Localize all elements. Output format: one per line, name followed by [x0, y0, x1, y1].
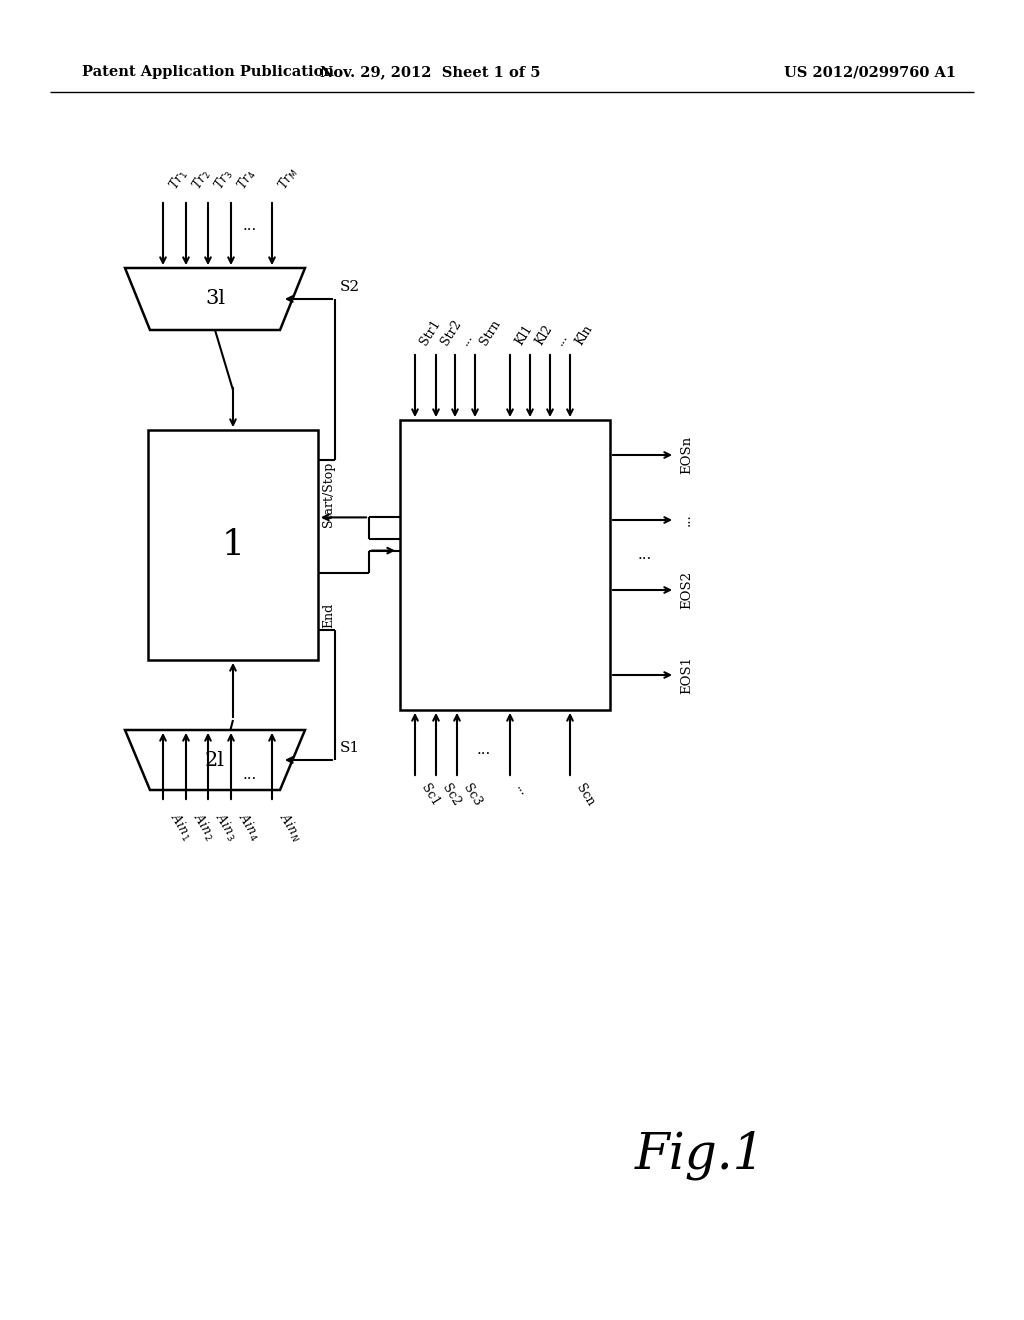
Text: Tr$_3$: Tr$_3$ — [211, 166, 236, 193]
Text: Ain$_4$: Ain$_4$ — [234, 810, 263, 843]
Text: ...: ... — [553, 331, 570, 348]
Text: Sc3: Sc3 — [460, 781, 483, 809]
Text: EOS1: EOS1 — [680, 656, 693, 694]
Text: Str2: Str2 — [439, 318, 465, 348]
Text: Sc2: Sc2 — [439, 781, 463, 809]
Polygon shape — [125, 268, 305, 330]
Text: Strn: Strn — [478, 318, 504, 348]
Text: S2: S2 — [340, 280, 360, 294]
Text: Kln: Kln — [573, 323, 595, 348]
Text: 2l: 2l — [205, 751, 225, 770]
Bar — [148, 430, 318, 660]
Text: Start/Stop: Start/Stop — [322, 462, 335, 528]
Text: ...: ... — [458, 331, 475, 348]
Text: EOS2: EOS2 — [680, 572, 693, 609]
Text: Scn: Scn — [573, 781, 596, 809]
Text: Tr$_M$: Tr$_M$ — [275, 164, 301, 193]
Text: Kl2: Kl2 — [534, 323, 555, 348]
Text: Str1: Str1 — [418, 318, 443, 348]
Text: End: End — [322, 603, 335, 628]
Text: ...: ... — [243, 768, 257, 781]
Text: ...: ... — [243, 219, 257, 234]
Text: 1: 1 — [221, 528, 245, 562]
Text: Ain$_1$: Ain$_1$ — [166, 810, 195, 843]
Text: Ain$_2$: Ain$_2$ — [189, 810, 218, 843]
Text: US 2012/0299760 A1: US 2012/0299760 A1 — [784, 65, 956, 79]
Polygon shape — [125, 730, 305, 789]
Text: ...: ... — [477, 743, 492, 756]
Text: 3l: 3l — [205, 289, 225, 309]
Text: S1: S1 — [340, 741, 360, 755]
Text: Tr$_4$: Tr$_4$ — [234, 166, 259, 193]
Text: Tr$_1$: Tr$_1$ — [166, 166, 190, 193]
Bar — [400, 420, 610, 710]
Text: Tr$_2$: Tr$_2$ — [189, 166, 214, 193]
Text: Patent Application Publication: Patent Application Publication — [82, 65, 334, 79]
Text: Fig.1: Fig.1 — [635, 1130, 765, 1180]
Text: Ain$_N$: Ain$_N$ — [275, 810, 305, 845]
Text: Ain$_3$: Ain$_3$ — [211, 810, 240, 843]
Text: ...: ... — [513, 781, 530, 799]
Text: Kl1: Kl1 — [513, 323, 536, 348]
Text: Nov. 29, 2012  Sheet 1 of 5: Nov. 29, 2012 Sheet 1 of 5 — [319, 65, 541, 79]
Text: Sc1: Sc1 — [418, 781, 441, 809]
Text: ...: ... — [680, 513, 693, 527]
Text: ...: ... — [638, 548, 652, 562]
Text: EOSn: EOSn — [680, 436, 693, 474]
